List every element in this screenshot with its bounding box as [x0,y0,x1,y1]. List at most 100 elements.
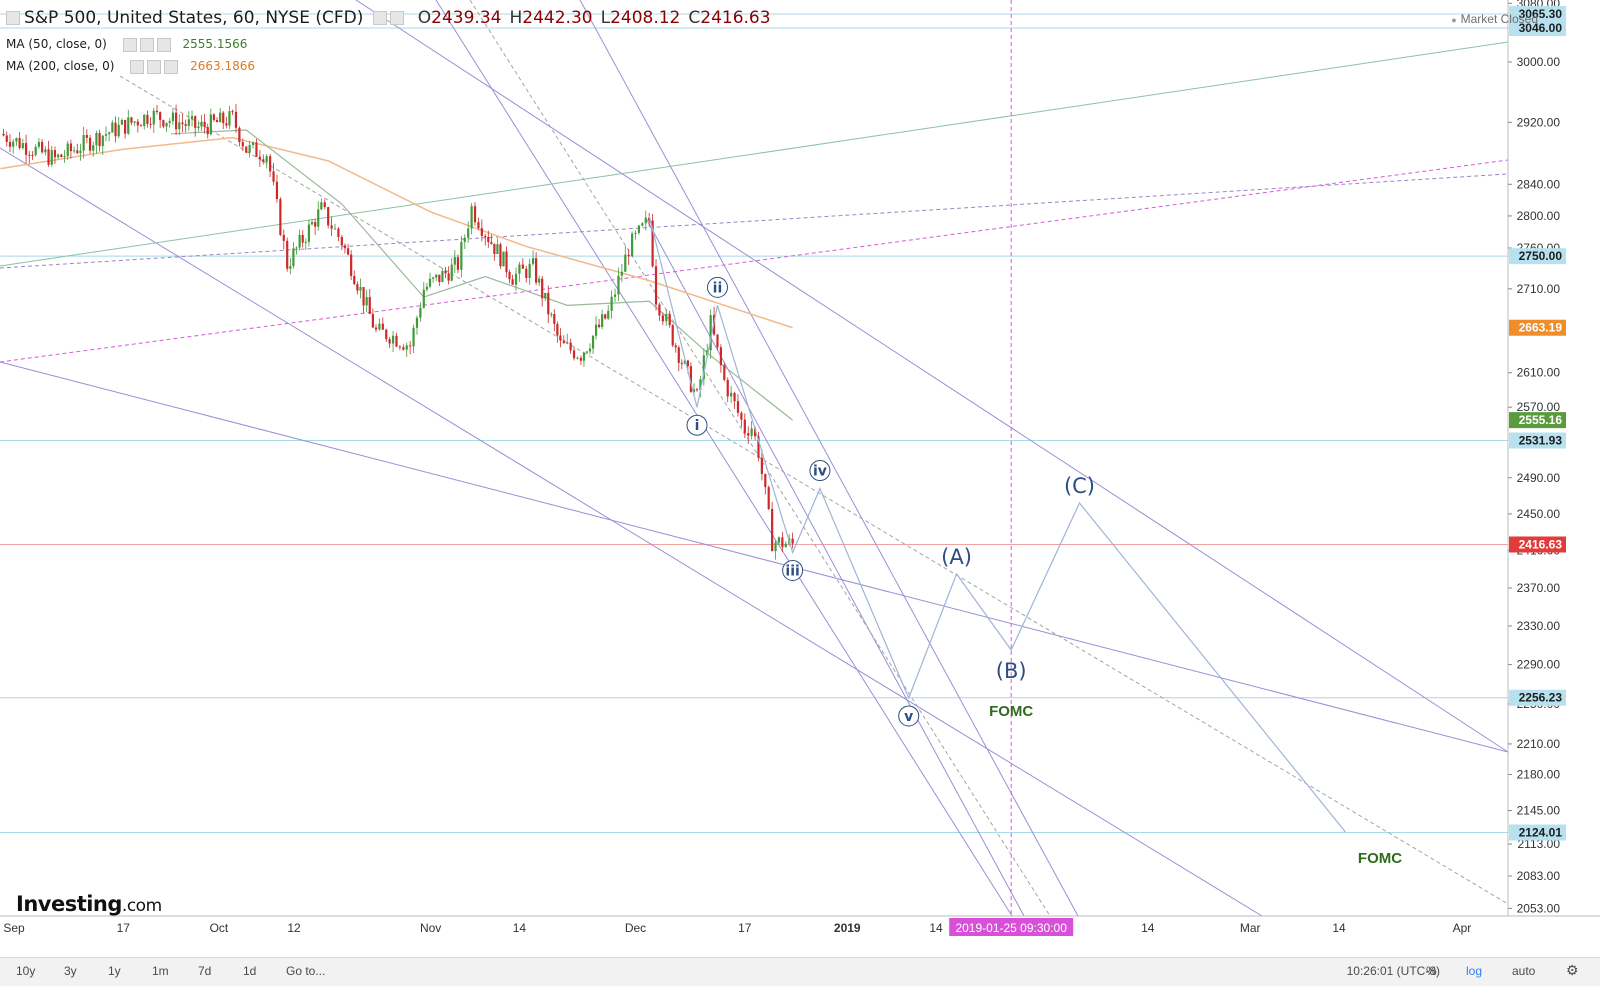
candle-body [553,314,556,324]
candle-body [298,234,301,248]
candle-body [719,347,723,366]
gear-icon[interactable] [147,59,162,74]
candle-body [181,122,184,125]
price-tag-label: 2555.16 [1519,413,1563,427]
candle-body [63,156,66,158]
eye-icon[interactable] [122,37,137,52]
trend-line [355,0,1509,753]
candle-body [535,258,538,283]
candle-body [231,111,234,113]
candle-body [470,206,473,229]
settings-icon[interactable] [390,11,405,25]
candle-body [88,137,92,151]
candle-body [174,112,178,130]
candle-body [689,366,693,392]
price-tag-label: 2750.00 [1519,249,1563,263]
trend-line [0,147,1263,917]
candle-body [219,112,222,123]
candle-body [490,242,493,244]
range-10y-button[interactable]: 10y [16,964,36,978]
wave-label: i [695,418,700,434]
candle-body [108,132,111,135]
close-icon[interactable] [164,59,179,74]
price-tag-label: 2531.93 [1519,434,1563,448]
candle-body [47,149,50,165]
log-scale-button[interactable]: log [1466,964,1483,978]
candle-body [171,112,175,122]
range-1y-button[interactable]: 1y [108,964,121,978]
candle-body [757,436,760,458]
candle-body [425,286,429,290]
candle-body [637,225,641,233]
candle-body [50,150,53,165]
range-1d-button[interactable]: 1d [243,964,257,978]
price-tag [1509,248,1566,265]
candle-body [767,487,770,509]
collapse-icon[interactable] [6,11,20,25]
candle-body [419,307,422,318]
candle-body [677,347,680,363]
candle-body [528,263,531,278]
gear-icon[interactable]: ⚙ [1566,962,1579,978]
eye-icon[interactable] [130,59,145,74]
range-3y-button[interactable]: 3y [64,964,77,978]
candle-body [327,207,330,226]
ohlc-value: 2408.12 [610,8,681,28]
format-icon[interactable] [373,11,388,25]
candle-body [197,126,200,128]
candle-body [130,117,133,123]
range-1m-button[interactable]: 1m [152,964,169,978]
price-tag [1509,536,1566,553]
gear-icon[interactable] [139,37,154,52]
candle-body [405,345,408,350]
percent-scale-button[interactable]: % [1426,964,1437,978]
auto-scale-button[interactable]: auto [1512,964,1536,978]
candle-body [385,329,388,340]
candle-body [505,251,508,273]
candle-body [723,365,726,380]
price-axis[interactable] [1508,0,1600,916]
candle-body [292,248,295,267]
candle-body [337,228,340,237]
time-tick-label: 14 [1141,921,1155,935]
candle-body [550,314,553,316]
candle-body [493,243,496,255]
time-axis[interactable] [0,916,1600,957]
fomc-annotation: FOMC [989,703,1033,720]
candle-body [665,313,668,322]
candle-body [295,247,298,249]
candle-body [381,323,384,330]
candle-body [120,119,124,125]
candle-body [314,222,317,227]
time-tick-label: 14 [929,921,943,935]
candle-body [598,324,601,328]
candle-body [740,412,743,420]
wave-label: ii [713,280,723,296]
symbol-title: S&P 500, United States, 60, NYSE (CFD) [24,8,364,28]
chart-legend: S&P 500, United States, 60, NYSE (CFD) O… [6,8,771,28]
candle-body [222,112,225,124]
price-chart[interactable]: iiiiiiivv(A)(B)(C)FOMCFOMC3080.003000.00… [0,0,1600,957]
candle-body [456,257,460,270]
ma200-label: MA (200, close, 0) [6,59,115,73]
candle-body [435,274,438,278]
time-tick-label: 14 [513,921,527,935]
candle-body [275,181,279,200]
candle-body [613,294,617,297]
candle-body [111,122,114,133]
candle-body [215,119,219,123]
price-tick-label: 2370.00 [1517,581,1561,595]
candle-body [206,127,209,135]
candle-body [784,543,787,548]
candle-body [317,209,320,227]
candle-body [194,116,197,128]
goto-button[interactable]: Go to... [286,964,326,978]
close-icon[interactable] [156,37,171,52]
candle-body [432,277,435,279]
candle-body [588,348,592,352]
wave-projection-line [648,215,1347,833]
candle-body [155,110,159,113]
candle-body [601,314,604,328]
candle-body [422,289,425,308]
range-7d-button[interactable]: 7d [198,964,212,978]
